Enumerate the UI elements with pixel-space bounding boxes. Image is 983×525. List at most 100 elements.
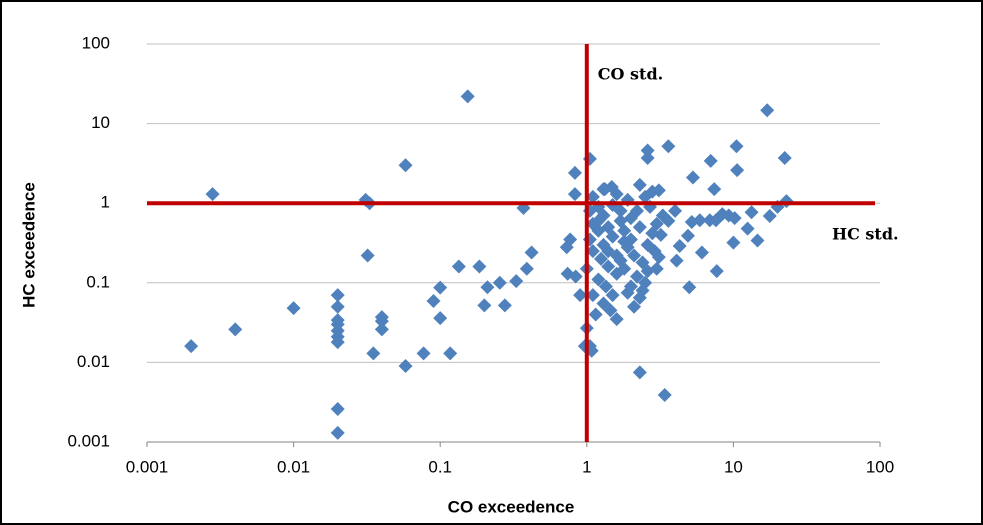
point (672, 238, 687, 253)
point (777, 150, 792, 165)
point (617, 234, 632, 249)
point (460, 89, 475, 104)
point (286, 301, 301, 316)
point (596, 182, 611, 197)
point (497, 298, 512, 313)
point (426, 294, 441, 309)
y-tick-label: 1 (101, 193, 110, 212)
point (632, 177, 647, 192)
point (374, 314, 389, 329)
point (477, 298, 492, 313)
point (613, 203, 628, 218)
x-axis-label: CO exceedence (448, 497, 575, 516)
point (567, 187, 582, 202)
point (649, 261, 664, 276)
point (398, 359, 413, 374)
point (184, 339, 199, 354)
point (563, 232, 578, 247)
point (609, 312, 624, 327)
point (653, 227, 668, 242)
point (509, 274, 524, 289)
point (629, 269, 644, 284)
point (330, 401, 345, 416)
point (685, 170, 700, 185)
point (645, 184, 660, 199)
point (443, 346, 458, 361)
point (398, 158, 413, 173)
point (649, 216, 664, 231)
point (707, 182, 722, 197)
x-tick-label: 1 (582, 457, 591, 476)
point (588, 307, 603, 322)
point (623, 211, 638, 226)
point (433, 311, 448, 326)
point (591, 213, 606, 228)
y-tick-label: 10 (91, 113, 110, 132)
point (661, 213, 676, 228)
point (715, 207, 730, 222)
reference-label: CO std. (598, 65, 663, 84)
point (726, 235, 741, 250)
point (585, 288, 600, 303)
point (594, 251, 609, 266)
point (750, 233, 765, 248)
x-tick-label: 10 (724, 457, 743, 476)
point (627, 299, 642, 314)
point (573, 288, 588, 303)
point (661, 139, 676, 154)
x-tick-label: 0.001 (126, 457, 169, 476)
point (609, 187, 624, 202)
point (740, 221, 755, 236)
point (601, 259, 616, 274)
reference-label: HC std. (832, 225, 899, 244)
x-tick-label: 100 (866, 457, 894, 476)
y-tick-label: 0.01 (77, 352, 110, 371)
point (668, 203, 683, 218)
y-axis-label: HC exceedence (19, 182, 38, 308)
point (205, 187, 220, 202)
x-tick-label: 0.01 (277, 457, 310, 476)
point (603, 303, 618, 318)
point (727, 211, 742, 226)
point (617, 261, 632, 276)
point (585, 189, 600, 204)
point (568, 269, 583, 284)
point (524, 245, 539, 260)
point (228, 322, 243, 337)
point (762, 209, 777, 224)
point (598, 279, 613, 294)
point (330, 335, 345, 350)
point (330, 288, 345, 303)
y-tick-label: 100 (82, 33, 110, 52)
point (694, 245, 709, 260)
point (627, 248, 642, 263)
point (632, 220, 647, 235)
point (682, 280, 697, 295)
point (692, 213, 707, 228)
point (640, 143, 655, 158)
point (617, 223, 632, 238)
point (605, 288, 620, 303)
point (669, 253, 684, 268)
point (330, 425, 345, 440)
point (591, 272, 606, 287)
point (730, 163, 745, 178)
point (657, 387, 672, 402)
point (620, 285, 635, 300)
point (451, 259, 466, 274)
point (366, 346, 381, 361)
point (605, 229, 620, 244)
point (330, 299, 345, 314)
point (744, 205, 759, 220)
point (640, 150, 655, 165)
point (680, 228, 695, 243)
y-tick-label: 0.1 (86, 272, 110, 291)
point (433, 280, 448, 295)
point (416, 346, 431, 361)
x-tick-label: 0.1 (428, 457, 452, 476)
point (567, 165, 582, 180)
point (374, 322, 389, 337)
